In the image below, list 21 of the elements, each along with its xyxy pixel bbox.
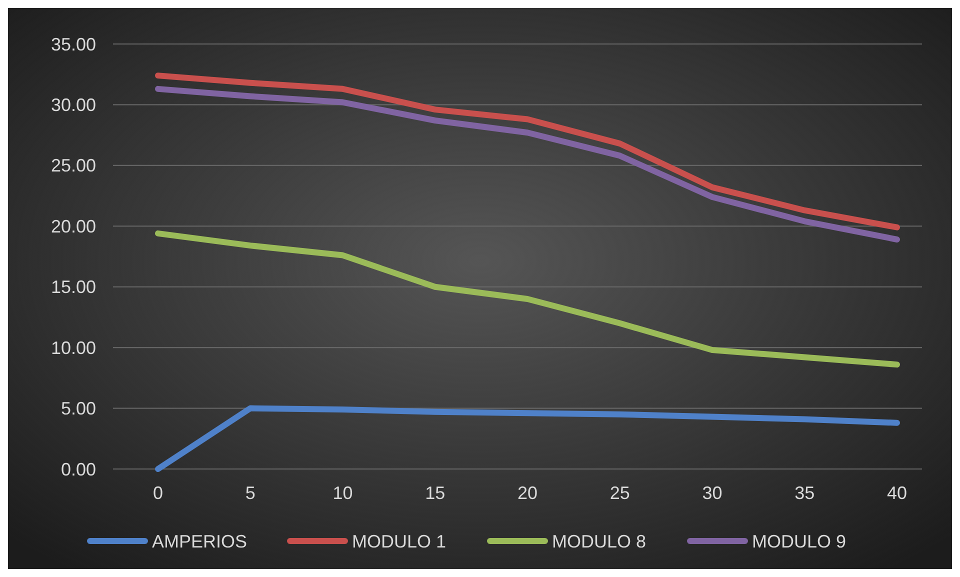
legend-label: MODULO 8: [552, 531, 646, 552]
x-tick-label: 20: [517, 483, 538, 503]
y-tick-label: 0.00: [60, 459, 96, 480]
y-tick-label: 15.00: [50, 277, 96, 298]
y-tick-label: 5.00: [60, 398, 96, 419]
y-tick-label: 30.00: [50, 95, 96, 116]
y-tick-label: 20.00: [50, 216, 96, 236]
y-tick-label: 35.00: [50, 34, 96, 54]
x-tick-label: 35: [794, 483, 815, 503]
x-tick-label: 5: [245, 483, 256, 503]
legend-label: AMPERIOS: [152, 531, 248, 552]
x-tick-label: 10: [332, 483, 353, 503]
x-tick-label: 30: [702, 483, 722, 503]
legend-label: MODULO 1: [352, 531, 446, 552]
x-tick-label: 40: [886, 483, 908, 503]
x-tick-label: 25: [610, 483, 630, 503]
legend-label: MODULO 9: [752, 531, 846, 552]
y-tick-label: 25.00: [50, 156, 96, 176]
x-tick-label: 15: [425, 483, 446, 503]
y-tick-label: 10.00: [50, 338, 96, 358]
x-tick-label: 0: [152, 483, 164, 503]
